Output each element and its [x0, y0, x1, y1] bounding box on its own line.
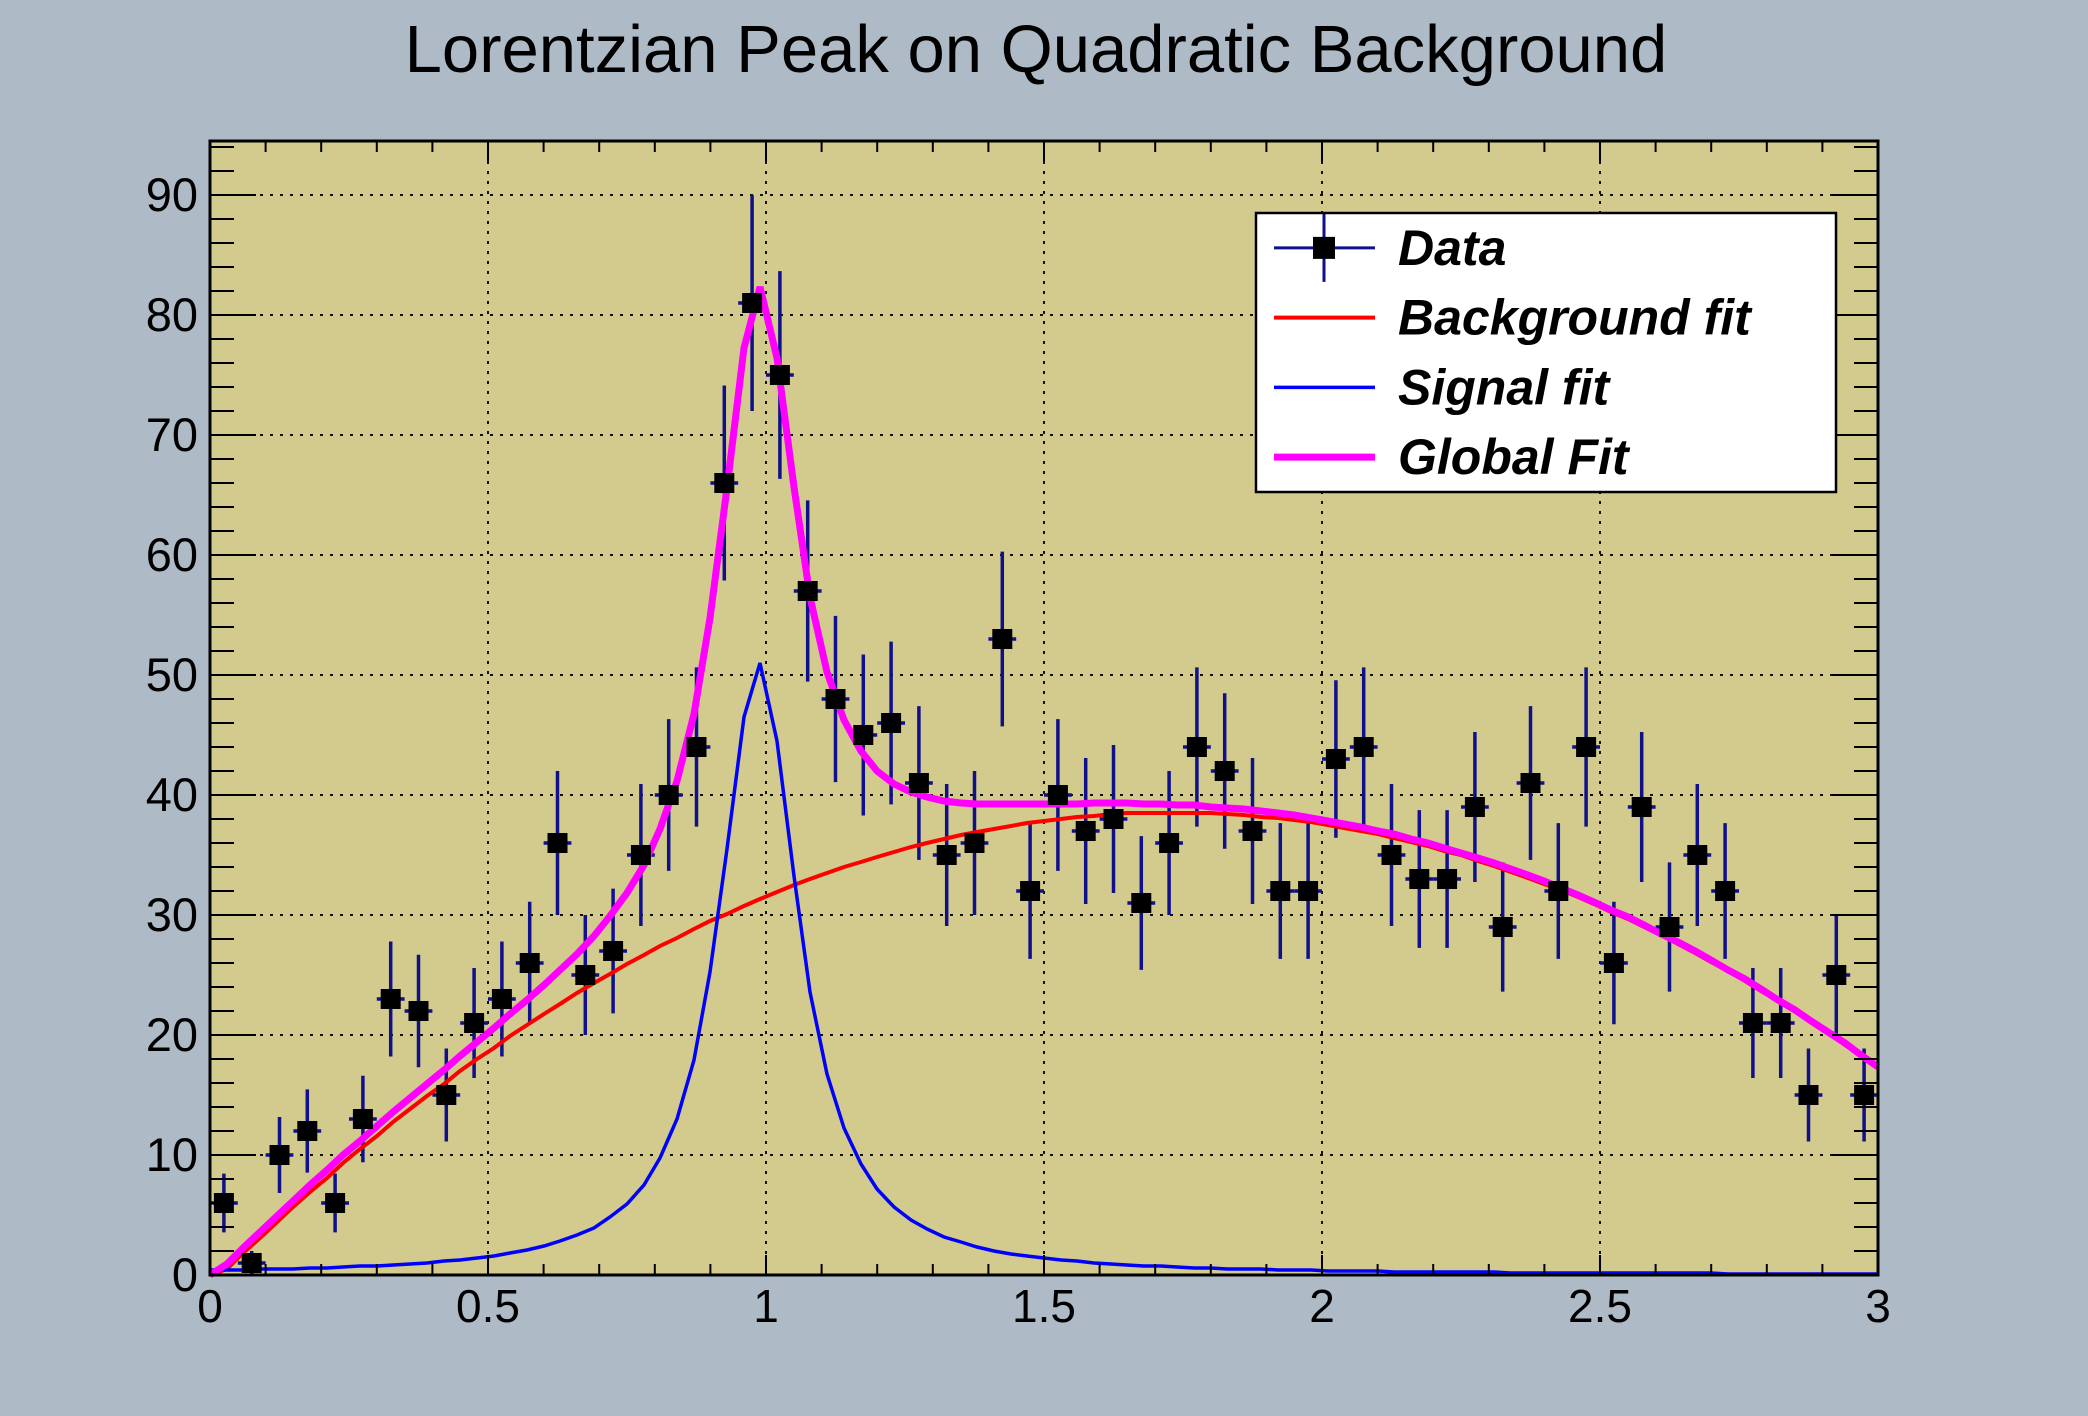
data-point [1548, 881, 1569, 901]
data-point [1520, 773, 1541, 793]
legend-label: Background fit [1398, 290, 1753, 346]
x-tick-label: 2 [1309, 1280, 1335, 1332]
y-tick-label: 10 [146, 1128, 198, 1181]
data-point [464, 1013, 485, 1033]
x-tick-label: 1.5 [1012, 1280, 1076, 1332]
data-point [1854, 1085, 1875, 1105]
y-tick-label: 70 [146, 408, 198, 461]
legend-label: Signal fit [1398, 359, 1611, 415]
data-point [1214, 761, 1235, 781]
x-tick-label: 1 [753, 1280, 779, 1332]
y-tick-label: 40 [146, 768, 198, 821]
data-point [1603, 953, 1624, 973]
legend-item-global-fit: Global Fit [1274, 429, 1631, 485]
data-point [380, 989, 401, 1009]
data-point [1687, 845, 1708, 865]
y-tick-label: 80 [146, 288, 198, 341]
data-point [686, 737, 707, 757]
x-tick-label: 3 [1865, 1280, 1891, 1332]
data-point [547, 833, 568, 853]
data-point [1492, 917, 1513, 937]
data-point [603, 941, 624, 961]
data-point [714, 473, 735, 493]
data-point [1270, 881, 1291, 901]
data-point [575, 965, 596, 985]
data-point [658, 785, 679, 805]
data-point [408, 1001, 429, 1021]
y-tick-label: 30 [146, 888, 198, 941]
legend-data-marker [1313, 236, 1335, 259]
data-point [297, 1121, 318, 1141]
data-point [1715, 881, 1736, 901]
data-point [491, 989, 512, 1009]
legend-label: Data [1398, 220, 1506, 276]
data-point [1437, 869, 1458, 889]
y-tick-label: 0 [172, 1248, 198, 1301]
legend-box [1254, 211, 1838, 494]
data-point [797, 581, 818, 601]
data-point [1826, 965, 1847, 985]
data-point [1742, 1013, 1763, 1033]
data-point [436, 1085, 457, 1105]
data-point [1131, 893, 1152, 913]
data-point [1075, 821, 1096, 841]
y-tick-label: 20 [146, 1008, 198, 1061]
data-point [1242, 821, 1263, 841]
data-point [269, 1145, 290, 1165]
data-point [1020, 881, 1041, 901]
legend: Data Background fit Signal fit Global Fit [1254, 211, 1838, 494]
y-tick-label: 60 [146, 528, 198, 581]
data-point [769, 365, 790, 385]
data-point [1770, 1013, 1791, 1033]
data-point [1103, 809, 1124, 829]
data-point [881, 713, 902, 733]
data-point [352, 1109, 373, 1129]
data-point [1798, 1085, 1819, 1105]
data-point [936, 845, 957, 865]
x-tick-label: 2.5 [1568, 1280, 1632, 1332]
legend-item-signal-fit: Signal fit [1274, 359, 1611, 415]
data-point [1464, 797, 1485, 817]
chart-title: Lorentzian Peak on Quadratic Background [405, 12, 1668, 87]
data-point [325, 1193, 346, 1213]
data-point [853, 725, 874, 745]
data-point [1631, 797, 1652, 817]
data-point [1576, 737, 1597, 757]
data-point [964, 833, 985, 853]
data-point [1047, 785, 1068, 805]
legend-item-background-fit: Background fit [1274, 290, 1753, 346]
data-point [630, 845, 651, 865]
x-tick-label: 0 [197, 1280, 223, 1332]
data-point [1659, 917, 1680, 937]
data-point [519, 953, 540, 973]
data-point [1298, 881, 1319, 901]
frame-and-ticks-layer [208, 139, 1880, 1277]
y-tick-label: 90 [146, 168, 198, 221]
data-point [1381, 845, 1402, 865]
legend-label: Global Fit [1398, 429, 1631, 485]
y-tick-label: 50 [146, 648, 198, 701]
data-point [908, 773, 929, 793]
data-marker-layer [213, 293, 1875, 1273]
data-point [241, 1253, 262, 1273]
global-fit-curve [208, 286, 1881, 1278]
data-point [1159, 833, 1180, 853]
data-point [1186, 737, 1207, 757]
data-point [1353, 737, 1374, 757]
data-point [992, 629, 1013, 649]
x-tick-label: 0.5 [456, 1280, 520, 1332]
data-point [825, 689, 846, 709]
data-point [1325, 749, 1346, 769]
legend-item-data: Data [1274, 213, 1506, 282]
data-point [1409, 869, 1430, 889]
data-point [742, 293, 763, 313]
